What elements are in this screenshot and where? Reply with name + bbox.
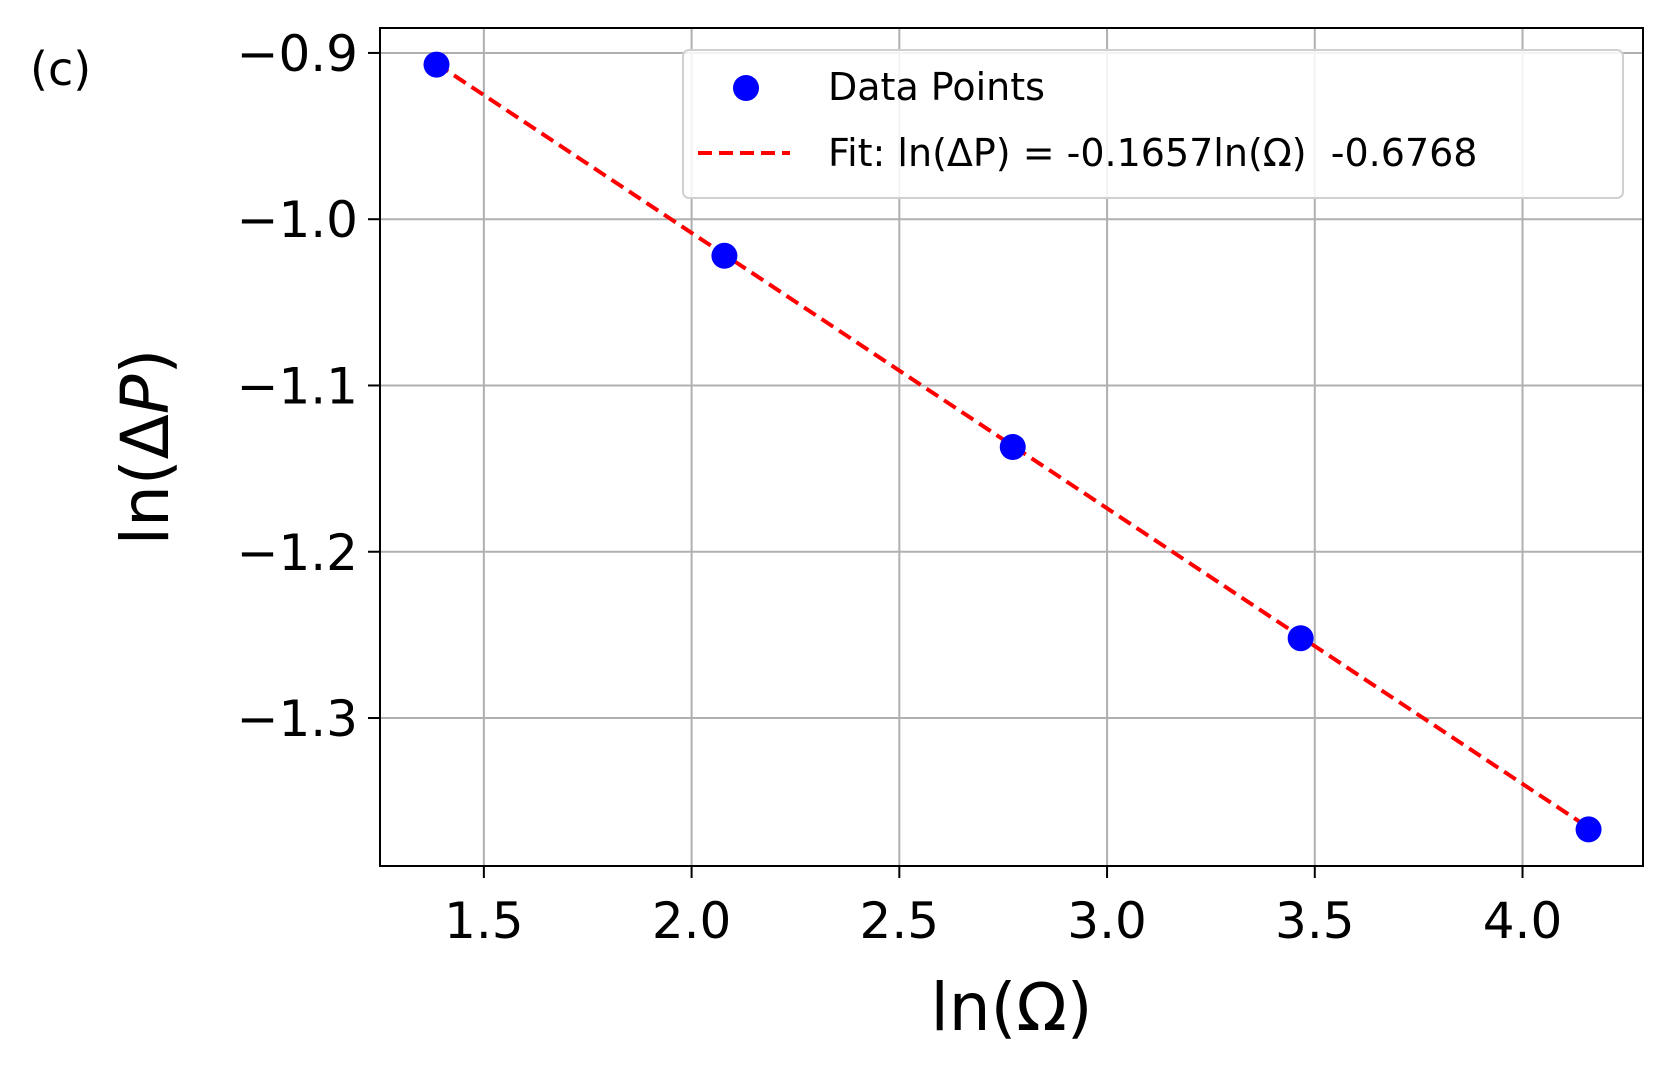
x-axis-ticks: 1.5 2.0 2.5 3.0 3.5 4.0 — [444, 866, 1562, 950]
plot-frame — [379, 27, 1644, 867]
x-tick-label: 2.0 — [652, 892, 732, 950]
panel-label: (c) — [30, 42, 91, 96]
data-point — [711, 242, 738, 269]
x-tick-label: 3.5 — [1275, 892, 1355, 950]
data-points-layer — [423, 51, 1602, 843]
y-axis-ticks: −0.9 −1.0 −1.1 −1.2 −1.3 — [237, 25, 380, 748]
y-axis-label: ln(ΔP) — [107, 349, 184, 546]
x-tick-label: 1.5 — [444, 892, 524, 950]
legend-marker-data-points — [733, 75, 759, 101]
y-axis-label-italic: P — [107, 374, 184, 414]
data-point — [1287, 625, 1314, 652]
y-tick-label: −0.9 — [237, 25, 358, 83]
data-point — [999, 434, 1026, 460]
legend-label-fit-line: Fit: ln(ΔP) = -0.1657ln(Ω) -0.6768 — [828, 131, 1477, 175]
y-tick-label: −1.2 — [237, 524, 358, 582]
x-axis-label: ln(Ω) — [930, 969, 1092, 1046]
data-point — [1575, 816, 1602, 843]
x-tick-label: 4.0 — [1483, 892, 1563, 950]
y-tick-label: −1.0 — [237, 191, 358, 249]
x-tick-label: 3.0 — [1067, 892, 1147, 950]
y-tick-label: −1.1 — [237, 357, 358, 415]
y-axis-label-suffix: ) — [107, 349, 184, 375]
legend-box — [682, 49, 1624, 199]
y-axis-label-prefix: ln(Δ — [107, 414, 184, 545]
y-tick-label: −1.3 — [237, 690, 358, 748]
legend: Data Points Fit: ln(ΔP) = -0.1657ln(Ω) -… — [682, 49, 1624, 199]
x-tick-label: 2.5 — [860, 892, 940, 950]
data-point — [423, 51, 450, 78]
legend-label-data-points: Data Points — [828, 65, 1045, 109]
